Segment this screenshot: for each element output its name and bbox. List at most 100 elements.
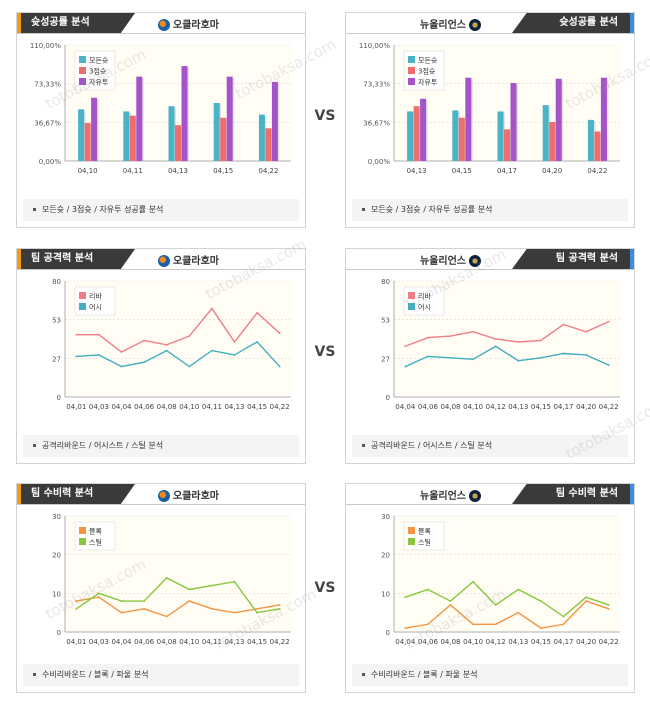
y-tick-label: 0 bbox=[386, 394, 390, 402]
x-tick-label-04-13: 04,13 bbox=[508, 403, 528, 411]
point-리바-04-06 bbox=[143, 339, 145, 342]
x-tick-label-04-15: 04,15 bbox=[247, 403, 267, 411]
point-스틸-04-15 bbox=[256, 611, 258, 614]
legend-label-모든슛: 모든슛 bbox=[89, 57, 109, 65]
bar-3점슛-04-13 bbox=[175, 125, 181, 161]
x-tick-label-04-20: 04,20 bbox=[576, 638, 596, 646]
legend-swatch-리바 bbox=[408, 292, 415, 299]
bar-모든슛-04-15 bbox=[452, 110, 459, 161]
point-어시-04-12 bbox=[494, 345, 497, 348]
point-어시-04-08 bbox=[165, 349, 168, 352]
point-스틸-04-12 bbox=[494, 604, 497, 606]
section-title: 팀 공격력 분석 bbox=[512, 249, 634, 269]
section-title: 슛성공률 분석 bbox=[17, 13, 135, 33]
x-tick-label-04-11: 04,11 bbox=[202, 638, 222, 646]
legend-swatch-블록 bbox=[408, 527, 415, 534]
bar-자유투-04-13 bbox=[181, 66, 188, 161]
point-리바-04-15 bbox=[540, 339, 542, 342]
bar-3점슛-04-22 bbox=[265, 128, 272, 161]
legend-label-스틸: 스틸 bbox=[89, 539, 102, 547]
y-tick-label: 10 bbox=[52, 590, 61, 598]
okc-shooting-chart: 0,00% 36,67% 73,33% 110,00% 04,10 04,11 04,13 0… bbox=[30, 42, 291, 175]
point-블록-04-03 bbox=[98, 596, 100, 599]
y-tick-label: 73,33% bbox=[363, 81, 390, 89]
y-tick-label: 0 bbox=[386, 629, 390, 637]
point-스틸-04-01 bbox=[75, 607, 78, 610]
x-tick-label-04-08: 04,08 bbox=[440, 638, 460, 646]
y-tick-label: 0,00% bbox=[39, 158, 62, 166]
bar-모든슛-04-22 bbox=[258, 114, 265, 161]
x-tick-label-04-04: 04,04 bbox=[395, 403, 416, 411]
x-tick-label-04-06: 04,06 bbox=[134, 638, 155, 646]
point-리바-04-22 bbox=[278, 332, 281, 335]
bar-자유투-04-15 bbox=[226, 76, 233, 161]
point-리바-04-12 bbox=[494, 338, 497, 340]
panel-footer: 모든슛 / 3점슛 / 자유투 성공률 분석 bbox=[352, 199, 628, 221]
point-스틸-04-13 bbox=[517, 588, 520, 591]
point-리바-04-06 bbox=[427, 336, 429, 339]
x-tick-label-04-17: 04,17 bbox=[553, 638, 573, 646]
panel-footer: 수비리바운드 / 블록 / 파울 분석 bbox=[352, 664, 628, 686]
bar-모든슛-04-10 bbox=[78, 109, 85, 161]
nop-offense-panel: 뉴올리언스 팀 공격력 분석 0 27 53 80 04,04 04,06 04,08 04,… bbox=[345, 248, 635, 464]
y-tick-label: 0,00% bbox=[368, 158, 391, 166]
panel-footer: 공격리바운드 / 어시스트 / 스틸 분석 bbox=[23, 435, 299, 457]
point-어시-04-15 bbox=[540, 356, 542, 359]
panel-header: 팀 수비력 분석 오클라호마 bbox=[17, 484, 305, 504]
x-tick-label-04-06: 04,06 bbox=[418, 638, 439, 646]
point-리바-04-22 bbox=[607, 320, 610, 323]
panel-footer: 수비리바운드 / 블록 / 파울 분석 bbox=[23, 664, 299, 686]
point-어시-04-06 bbox=[143, 361, 145, 364]
nop-logo-icon bbox=[469, 19, 481, 31]
point-어시-04-13 bbox=[517, 359, 520, 362]
panel-header: 뉴올리언스 팀 공격력 분석 bbox=[346, 249, 634, 269]
point-블록-04-08 bbox=[165, 615, 168, 618]
legend-swatch-자유투 bbox=[408, 78, 415, 85]
bar-모든슛-04-13 bbox=[407, 111, 414, 161]
point-어시-04-17 bbox=[562, 352, 565, 355]
x-tick-label-04-01: 04,01 bbox=[66, 638, 86, 646]
bar-자유투-04-13 bbox=[420, 98, 427, 161]
x-tick-label-04-08: 04,08 bbox=[157, 638, 177, 646]
legend-swatch-3점슛 bbox=[79, 67, 86, 74]
point-스틸-04-06 bbox=[427, 588, 429, 591]
point-블록-04-13 bbox=[517, 611, 520, 614]
y-tick-label: 0 bbox=[57, 629, 61, 637]
point-블록-04-13 bbox=[233, 611, 236, 614]
point-스틸-04-04 bbox=[404, 596, 407, 599]
x-tick-label-04-22: 04,22 bbox=[258, 167, 278, 175]
bar-3점슛-04-15 bbox=[220, 117, 227, 161]
y-tick-label: 80 bbox=[52, 278, 61, 286]
x-tick-label-04-22: 04,22 bbox=[599, 403, 619, 411]
x-tick-label-04-22: 04,22 bbox=[599, 638, 619, 646]
nop-defense-panel: 뉴올리언스 팀 수비력 분석 0 10 20 30 04,04 04,06 04,08 04,… bbox=[345, 483, 635, 693]
point-어시-04-22 bbox=[607, 364, 610, 366]
point-블록-04-04 bbox=[404, 627, 407, 630]
team-name-nop: 뉴올리언스 bbox=[420, 252, 484, 267]
series-line-블록 bbox=[76, 596, 280, 618]
panel-footer: 모든슛 / 3점슛 / 자유투 성공률 분석 bbox=[23, 199, 299, 221]
y-tick-label: 53 bbox=[52, 317, 61, 325]
point-스틸-04-17 bbox=[562, 615, 565, 618]
x-tick-label-04-22: 04,22 bbox=[587, 167, 607, 175]
bar-자유투-04-10 bbox=[91, 97, 98, 161]
x-tick-label-04-15: 04,15 bbox=[247, 638, 267, 646]
panel-header: 슛성공률 분석 오클라호마 bbox=[17, 13, 305, 33]
legend-label-리바: 리바 bbox=[418, 292, 431, 301]
legend-swatch-모든슛 bbox=[408, 56, 415, 63]
series-line-어시 bbox=[76, 341, 281, 368]
y-tick-label: 36,67% bbox=[34, 119, 61, 127]
team-name-nop: 뉴올리언스 bbox=[420, 16, 484, 31]
point-어시-04-08 bbox=[449, 356, 452, 359]
legend bbox=[403, 521, 445, 551]
point-리바-04-13 bbox=[517, 341, 520, 343]
bar-모든슛-04-15 bbox=[213, 103, 220, 161]
point-블록-04-06 bbox=[427, 623, 429, 626]
series-line-리바 bbox=[76, 307, 281, 353]
x-tick-label-04-12: 04,12 bbox=[486, 403, 506, 411]
x-tick-label-04-12: 04,12 bbox=[486, 638, 506, 646]
point-스틸-04-10 bbox=[188, 588, 191, 591]
series-line-리바 bbox=[405, 320, 609, 347]
x-tick-label-04-13: 04,13 bbox=[508, 638, 528, 646]
y-tick-label: 27 bbox=[52, 355, 61, 363]
